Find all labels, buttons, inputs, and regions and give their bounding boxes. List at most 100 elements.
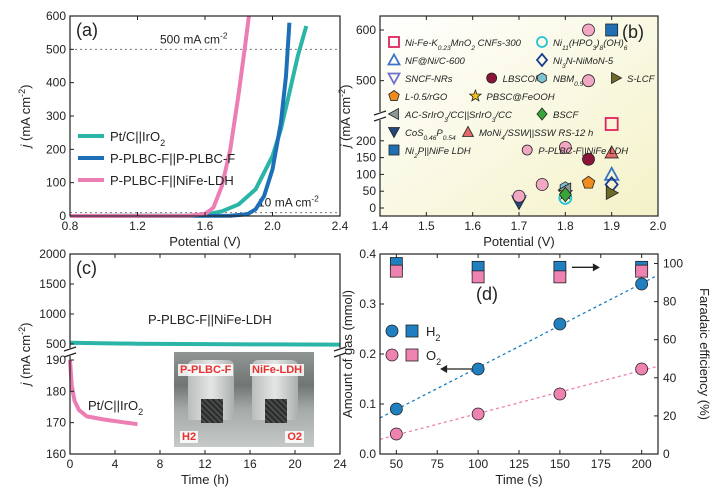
x-axis-label: Time (h) (181, 472, 229, 487)
photo-label-left: P-PLBC-F (178, 364, 234, 376)
data-point (603, 165, 620, 181)
panel-c: 0 4 8 12 16 20 24 500 1000 1500 2000 160 170 180 190 Ti… (17, 247, 347, 487)
legend-marker (521, 144, 533, 156)
x-tick-label: 200 (632, 457, 652, 471)
data-point (635, 362, 649, 376)
y-axis-label: j (mA cm-2) (337, 85, 353, 150)
x-tick-label: 4 (112, 457, 119, 471)
legend-marker (385, 348, 399, 362)
x-tick-label: 1.5 (418, 219, 435, 233)
legend-marker (468, 88, 483, 102)
gas-label-left: H2 (180, 431, 199, 443)
electrolyzer-photo: P-PLBC-F NiFe-LDH H2 O2 (174, 352, 314, 447)
x-tick-label: 2.0 (650, 219, 667, 233)
legend-marker (405, 348, 419, 362)
series-label: P-PLBC-F||NiFe-LDH (148, 312, 272, 327)
x-tick-label: 16 (243, 457, 257, 471)
x-tick-label: 1.9 (603, 219, 620, 233)
legend-marker (388, 36, 400, 48)
legend-label: S-LCF (627, 74, 656, 85)
electrode-right (265, 399, 287, 423)
y-tick-label: 0.4 (359, 247, 376, 261)
legend-marker (536, 107, 548, 121)
data-point (389, 427, 403, 441)
data-point (604, 145, 619, 159)
y-tick-label: 180 (46, 384, 66, 398)
legend-label: CoS0.46P0.54 (405, 128, 456, 142)
legend-label: NF@Ni/C-600 (405, 56, 466, 67)
x-tick-label: 20 (288, 457, 302, 471)
data-point (604, 117, 619, 131)
y-tick-label: 400 (46, 76, 66, 90)
y-tick-label-right: 60 (663, 333, 677, 347)
y-tick-label-right: 40 (663, 371, 677, 385)
data-point (389, 264, 403, 278)
x-tick-label: 1.8 (557, 219, 574, 233)
legend-label: AC-SrIrO3/CC||SrIrO3/CC (404, 110, 512, 124)
data-point (558, 186, 572, 203)
panel-label: (c) (76, 258, 97, 278)
x-tick-label: 125 (509, 457, 529, 471)
legend-label: BSCF (553, 110, 580, 121)
legend-marker (535, 52, 549, 68)
legend-marker (536, 36, 548, 48)
data-point (535, 178, 549, 191)
legend-label: Ni3N-NiMoN-5 (553, 56, 614, 70)
data-point (558, 141, 572, 154)
y-tick-label: 300 (46, 109, 66, 123)
axis-break-mark (333, 352, 347, 358)
series-line (69, 15, 251, 218)
axis-break-mark (63, 346, 77, 352)
y-tick-label: 600 (356, 23, 376, 37)
y-tick-label: 500 (46, 42, 66, 56)
data-point (635, 264, 649, 278)
y-tick-label-right: 80 (663, 295, 677, 309)
y-tick-label: 0 (369, 201, 376, 215)
x-tick-label: 1.6 (464, 219, 481, 233)
y-axis-label: j (mA cm-2) (17, 323, 33, 388)
fit-line (379, 274, 659, 419)
y-tick-label: 600 (46, 9, 66, 23)
panel-label: (b) (622, 22, 644, 42)
gas-label-right: O2 (285, 431, 304, 443)
data-point (582, 74, 595, 88)
legend-label: Ni11(HPO3)8(OH)6 (553, 38, 628, 52)
y-tick-label: 170 (46, 416, 66, 430)
legend-marker (388, 90, 400, 101)
y-tick-label-right: 0 (663, 447, 670, 461)
data-point (471, 407, 485, 421)
legend-label: P-PLBC-F||NiFe-LDH (110, 173, 234, 188)
panel-a: 500 mA cm-2 10 mA cm-2 0.8 1.2 1.6 2.0 2.4 0 100… (17, 9, 349, 249)
axis-break-mark (373, 116, 387, 122)
legend-label: Pt/C||IrO2 (110, 129, 165, 148)
data-point (553, 270, 567, 284)
panel-b: 1.4 1.5 1.6 1.7 1.8 1.9 2.0 0 50 100 150 200 500 600 P… (337, 15, 667, 249)
y-tick-label: 150 (356, 151, 376, 165)
x-tick-label: 1.6 (197, 219, 214, 233)
legend-label: P-PLBC-F||NiFe LDH (538, 146, 628, 157)
x-tick-label: 75 (431, 457, 445, 471)
plot-frame (379, 253, 659, 455)
y-axis-label-right: Faradaic efficiency (%) (697, 288, 712, 420)
right-axis-arrowhead (592, 263, 600, 272)
plot-background (380, 16, 658, 216)
axis-break-mark (373, 110, 387, 116)
axis-break-mark (333, 346, 347, 352)
legend-label: LBSCOF (503, 74, 542, 85)
y-tick-label: 100 (356, 167, 376, 181)
reference-line-label: 10 mA cm-2 (258, 194, 319, 210)
y-tick-label: 1500 (39, 277, 66, 291)
data-point (582, 152, 595, 166)
y-tick-label: 200 (356, 134, 376, 148)
legend-marker (486, 72, 498, 84)
left-axis-arrowhead (440, 365, 448, 373)
x-tick-label: 175 (591, 457, 611, 471)
axis-break-gap (64, 348, 76, 356)
data-point (635, 277, 649, 291)
y-tick-label-right: 20 (663, 409, 677, 423)
panel-label: (a) (76, 20, 98, 40)
legend-marker (385, 324, 399, 338)
y-tick-label: 0.2 (359, 347, 376, 361)
y-tick-label-right: 100 (663, 257, 683, 271)
data-point (512, 189, 526, 203)
